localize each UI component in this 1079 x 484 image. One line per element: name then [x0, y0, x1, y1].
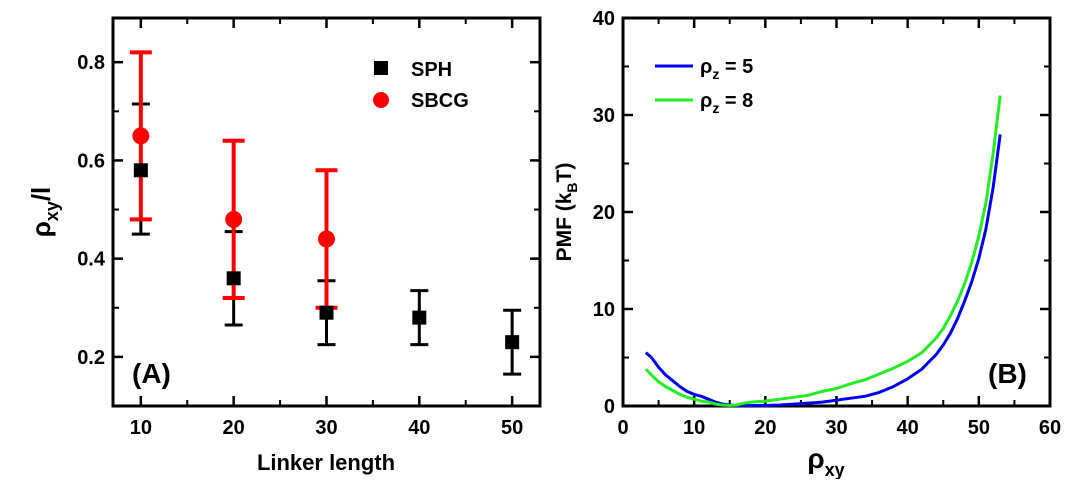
point-sbcg: [225, 210, 243, 228]
panel-a-xtick-label: 10: [130, 417, 152, 439]
legend-rz8-tail: = 8: [719, 90, 753, 112]
panel-b-xlabel-sub: xy: [825, 460, 845, 479]
panel-a-ytick-label: 0.2: [77, 347, 105, 369]
panel-a-ytick-label: 0.8: [77, 52, 105, 74]
panel-a-xtick-label: 50: [501, 417, 523, 439]
panel-b-xtick-label: 0: [617, 417, 628, 439]
panel-b-label: (B): [988, 358, 1027, 389]
legend-rz8-sub: z: [712, 100, 719, 116]
panel-b-ytick-label: 20: [593, 202, 615, 224]
panel-b-xlabel: ρxy: [807, 443, 844, 479]
legend-label-sbcg: SBCG: [411, 90, 469, 112]
panel-a-xtick-label: 20: [223, 417, 245, 439]
panel-b-ytick-label: 40: [593, 8, 615, 30]
panel-a: 10 20 30 40 50 0.2 0.4 0.6 0.8 (A) Linker length…: [26, 16, 542, 475]
legend-rz8-main: ρ: [700, 90, 712, 112]
panel-b-xtick-label: 40: [897, 417, 919, 439]
panel-b-ylabel-main: PMF (k: [553, 192, 576, 261]
panel-b-xlabel-main: ρ: [807, 443, 824, 474]
point-sph: [505, 335, 520, 350]
panel-b-xtick-label: 60: [1039, 417, 1061, 439]
panel-a-ylabel-tail: /l: [26, 187, 56, 201]
legend-label-rz8: ρz = 8: [700, 90, 753, 116]
panel-b-xtick-label: 20: [754, 417, 776, 439]
legend-label-rz5: ρz = 5: [700, 56, 753, 82]
panel-a-marks: [129, 50, 522, 376]
panel-a-ylabel-main: ρ: [26, 221, 56, 237]
panel-b-ylabel-tail: T): [553, 163, 576, 183]
panel-a-ytick-label: 0.4: [77, 249, 106, 271]
legend-rz5-sub: z: [712, 66, 719, 82]
panel-b-ylabel: PMF (kBT): [553, 163, 580, 262]
point-sph: [226, 271, 241, 286]
panel-b-ylabel-sub: B: [564, 182, 580, 192]
panel-a-ylabel-sub: xy: [42, 201, 62, 221]
legend-label-sph: SPH: [411, 59, 452, 81]
legend-marker-sph: [374, 61, 388, 75]
panel-a-xtick-label: 30: [315, 417, 337, 439]
panel-a-legend: SPH SBCG: [373, 59, 469, 112]
panel-b-xtick-label: 30: [825, 417, 847, 439]
point-sbcg: [132, 127, 150, 145]
legend-rz5-tail: = 5: [719, 56, 753, 78]
panel-b-xtick-label: 10: [683, 417, 705, 439]
panel-a-ylabel: ρxy/l: [26, 187, 62, 238]
panel-a-label: (A): [132, 358, 171, 389]
panel-b-ticks: 0 10 20 30 40 50 60 0 10 20 30 40: [593, 8, 1061, 439]
point-sph: [412, 310, 427, 325]
panel-a-xtick-label: 40: [408, 417, 430, 439]
panel-b-xtick-label: 50: [968, 417, 990, 439]
legend-rz5-main: ρ: [700, 56, 712, 78]
panel-a-xlabel: Linker length: [257, 450, 395, 475]
panel-b-ytick-label: 30: [593, 105, 615, 127]
panel-b-ytick-label: 10: [593, 299, 615, 321]
pmf-curve-rz8: [644, 95, 1002, 407]
panel-b-legend: ρz = 5 ρz = 8: [655, 56, 753, 116]
panel-a-ticks: 10 20 30 40 50 0.2 0.4 0.6 0.8: [77, 18, 540, 439]
point-sbcg: [318, 230, 335, 248]
point-sph: [319, 305, 334, 320]
panel-a-ytick-label: 0.6: [77, 150, 105, 172]
panel-b-frame: [621, 16, 1052, 408]
legend-marker-sbcg: [373, 92, 389, 108]
pmf-curve-rz5: [644, 134, 1002, 407]
panel-b-ytick-label: 0: [604, 396, 615, 418]
point-sph: [133, 163, 148, 178]
panel-b-marks: [644, 95, 1002, 407]
